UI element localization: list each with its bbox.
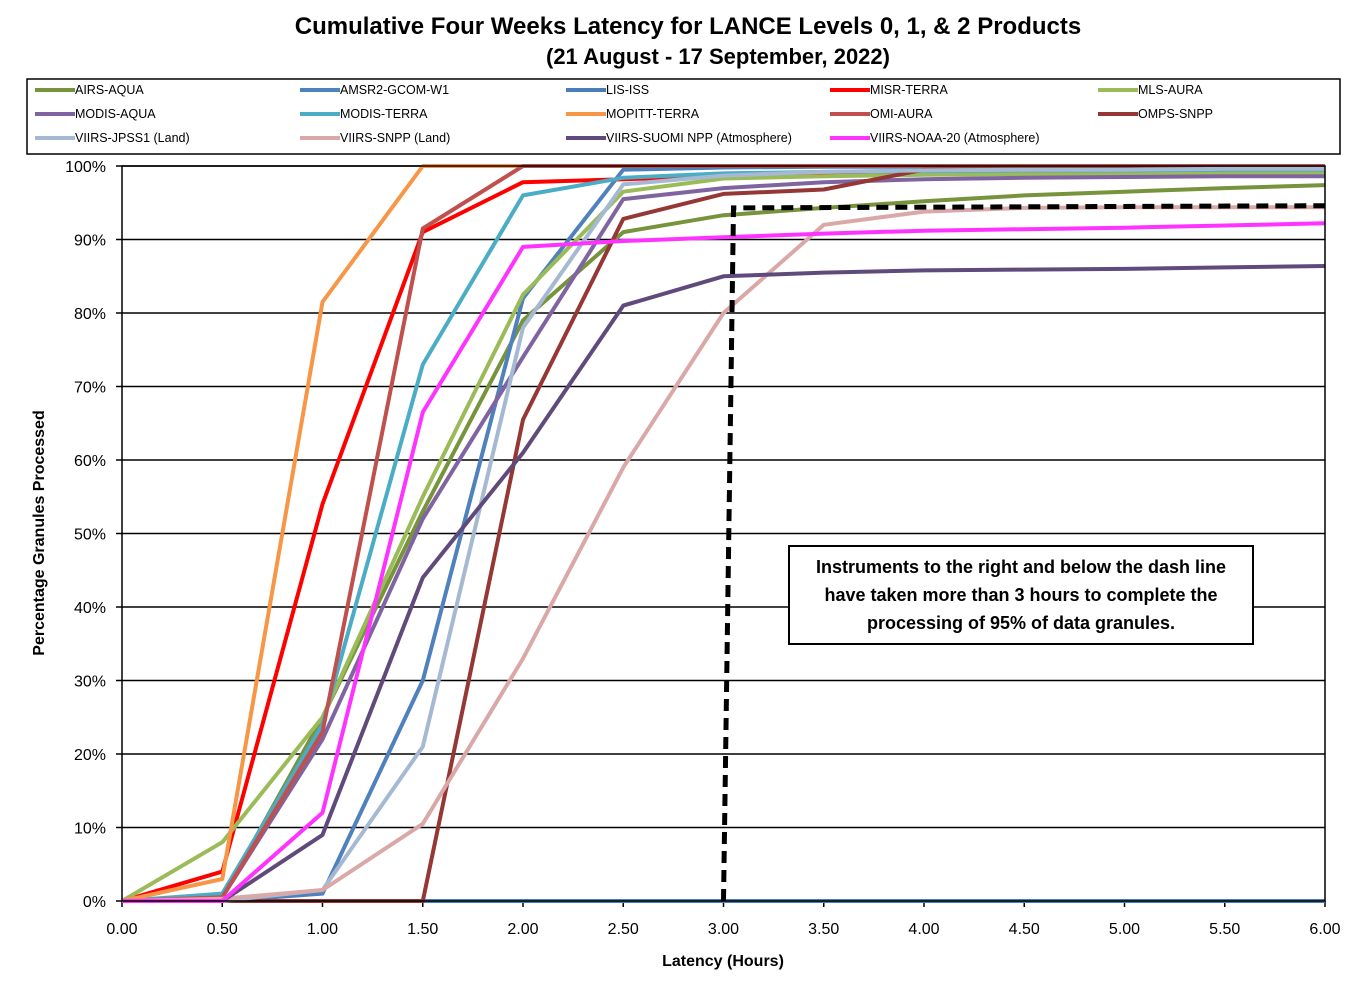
- x-tick-label: 2.50: [608, 921, 639, 938]
- legend-label: VIIRS-NOAA-20 (Atmosphere): [870, 131, 1040, 145]
- series-line-mls-aura: [120, 171, 1325, 903]
- y-tick-label: 90%: [74, 233, 106, 250]
- legend-label: MODIS-TERRA: [340, 107, 428, 121]
- chart-subtitle: (21 August - 17 September, 2022): [546, 44, 890, 69]
- y-tick-label: 60%: [74, 453, 106, 470]
- y-tick-label: 50%: [74, 527, 106, 544]
- x-tick-label: 5.50: [1209, 921, 1240, 938]
- legend-label: OMI-AURA: [870, 107, 933, 121]
- series-line-modis-terra: [121, 167, 1325, 903]
- series-line-viirs-jpss1-land: [122, 166, 1325, 903]
- threshold-line: [721, 203, 1326, 902]
- plot-area-frame: [121, 165, 1326, 902]
- y-tick-label: 10%: [74, 821, 106, 838]
- legend-label: VIIRS-JPSS1 (Land): [75, 131, 190, 145]
- x-tick-label: 3.50: [808, 921, 839, 938]
- chart-title: Cumulative Four Weeks Latency for LANCE …: [295, 13, 1081, 40]
- legend-label: MISR-TERRA: [870, 83, 948, 97]
- x-tick-label: 4.50: [1009, 921, 1040, 938]
- y-tick-label: 80%: [74, 306, 106, 323]
- legend-label: MODIS-AQUA: [75, 107, 156, 121]
- legend-label: VIIRS-SNPP (Land): [340, 131, 450, 145]
- x-tick-label: 1.00: [307, 921, 338, 938]
- x-tick-label: 4.00: [908, 921, 939, 938]
- annotation-text: Instruments to the right and below the d…: [815, 557, 1227, 633]
- threshold-dash-line: [721, 203, 1326, 902]
- x-tick-label: 1.50: [407, 921, 438, 938]
- legend-label: OMPS-SNPP: [1138, 107, 1213, 121]
- legend-label: MLS-AURA: [1138, 83, 1203, 97]
- x-tick-label: 2.00: [507, 921, 538, 938]
- y-axis-ticks: 0% 10% 20% 30% 40% 50% 60% 70% 80% 90% 100%: [65, 159, 122, 911]
- series-line-misr-terra: [121, 166, 1326, 903]
- y-tick-label: 30%: [74, 674, 106, 691]
- y-tick-label: 40%: [74, 600, 106, 617]
- legend-label: MOPITT-TERRA: [606, 107, 700, 121]
- legend-label: AIRS-AQUA: [75, 83, 144, 97]
- x-tick-label: 6.00: [1309, 921, 1340, 938]
- y-tick-label: 20%: [74, 747, 106, 764]
- legend-label: LIS-ISS: [606, 83, 649, 97]
- x-tick-label: 0.50: [207, 921, 238, 938]
- x-tick-label: 3.00: [708, 921, 739, 938]
- x-tick-label: 0.00: [106, 921, 137, 938]
- legend-label: AMSR2-GCOM-W1: [340, 83, 449, 97]
- legend: AIRS-AQUA AMSR2-GCOM-W1 LIS-ISS MISR-TERRA M…: [35, 83, 1213, 145]
- annotation-box: Instruments to the right and below the d…: [788, 545, 1254, 645]
- series-line-omps-snpp: [122, 166, 1325, 903]
- y-axis-label: Percentage Granules Processed: [31, 410, 48, 655]
- y-tick-label: 100%: [65, 159, 106, 176]
- y-tick-label: 0%: [83, 894, 106, 911]
- series-line-airs-aqua: [121, 183, 1326, 903]
- legend-label: VIIRS-SUOMI NPP (Atmosphere): [606, 131, 792, 145]
- series-line-viirs-noaa-20-atmosphere: [122, 221, 1326, 903]
- x-axis-ticks: 0.00 0.50 1.00 1.50 2.00 2.50 3.00 3.50 4.00 4.50…: [106, 901, 1341, 938]
- series-line-modis-aqua: [121, 174, 1325, 903]
- x-axis-label: Latency (Hours): [662, 953, 784, 970]
- x-tick-label: 5.00: [1109, 921, 1140, 938]
- y-tick-label: 70%: [74, 380, 106, 397]
- series-line-viirs-suomi-npp-atmosphere: [122, 264, 1326, 903]
